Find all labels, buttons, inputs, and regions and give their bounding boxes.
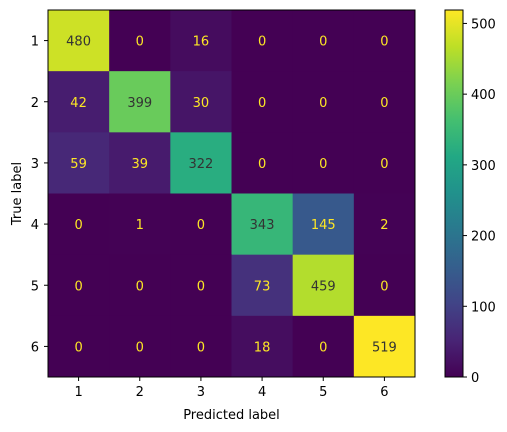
- y-axis: 1 2 3 4 5 6: [31, 35, 48, 355]
- cell-value: 0: [380, 96, 388, 111]
- heatmap-cell: [231, 10, 294, 72]
- cell-value: 343: [250, 218, 275, 233]
- heatmap-cell: [231, 193, 294, 256]
- cell-value: 2: [380, 218, 388, 233]
- cell-value: 18: [254, 340, 271, 355]
- cell-value: 0: [380, 157, 388, 172]
- cell-value: 1: [136, 218, 144, 233]
- cell-value: 73: [254, 279, 271, 294]
- heatmap-cell: [353, 71, 416, 133]
- colorbar: 0 100 200 300 400 500: [444, 9, 496, 386]
- y-tick-label: 4: [31, 218, 39, 233]
- heatmap-cell: [109, 193, 171, 256]
- cell-value: 0: [258, 96, 266, 111]
- colorbar-tick-label: 300: [471, 159, 496, 174]
- heatmap-cell: [231, 71, 294, 133]
- y-tick-label: 5: [31, 279, 39, 294]
- cell-value: 39: [131, 157, 148, 172]
- x-tick-label: 3: [197, 385, 205, 400]
- x-axis-label: Predicted label: [183, 408, 280, 423]
- cell-value: 0: [319, 340, 327, 355]
- cell-value: 0: [74, 218, 82, 233]
- cell-value: 30: [193, 96, 210, 111]
- heatmap-cell: [231, 254, 294, 317]
- x-axis: 1 2 3 4 5 6: [74, 377, 389, 400]
- heatmap-cell: [170, 10, 232, 72]
- heatmap-cell: [48, 10, 110, 72]
- heatmap-cell: [109, 254, 171, 317]
- cell-value: 0: [136, 35, 144, 50]
- cell-value: 0: [74, 340, 82, 355]
- colorbar-gradient: [444, 9, 464, 378]
- heatmap-cell: [170, 254, 232, 317]
- heatmap-cell: [292, 315, 355, 378]
- x-tick-label: 6: [380, 385, 388, 400]
- cell-value: 322: [189, 157, 214, 172]
- cell-value: 0: [197, 279, 205, 294]
- x-tick-label: 1: [74, 385, 82, 400]
- heatmap-cell: [353, 10, 416, 72]
- heatmap-cell: [353, 193, 416, 256]
- heatmap-cell: [231, 132, 294, 194]
- y-tick-label: 6: [31, 340, 39, 355]
- heatmap-cell: [48, 132, 110, 194]
- cell-value: 0: [319, 96, 327, 111]
- heatmap-cell: [170, 315, 232, 378]
- heatmap-cell: [48, 193, 110, 256]
- x-tick-label: 4: [258, 385, 266, 400]
- cell-value: 0: [380, 279, 388, 294]
- heatmap-cell: [353, 132, 416, 194]
- colorbar-tick-label: 200: [471, 230, 496, 245]
- cell-value: 0: [258, 157, 266, 172]
- cell-value: 459: [311, 279, 336, 294]
- heatmap-cells: 480 0 16 0 0 0 42 399 30 0 0 0 59 39 322 0 0 0 0 1 0 343 145 2 0…: [48, 10, 416, 378]
- cell-value: 0: [197, 218, 205, 233]
- cell-value: 399: [127, 96, 152, 111]
- heatmap-cell: [109, 132, 171, 194]
- cell-value: 0: [380, 35, 388, 50]
- heatmap-cell: [170, 193, 232, 256]
- heatmap-cell: [48, 254, 110, 317]
- heatmap-cell: [292, 254, 355, 317]
- cell-value: 0: [136, 279, 144, 294]
- heatmap-cell: [353, 254, 416, 317]
- cell-value: 0: [74, 279, 82, 294]
- heatmap-cell: [170, 132, 232, 194]
- y-tick-label: 3: [31, 157, 39, 172]
- colorbar-tick-label: 0: [471, 371, 479, 386]
- y-tick-label: 2: [31, 96, 39, 111]
- cell-value: 42: [70, 96, 87, 111]
- cell-value: 16: [193, 35, 210, 50]
- cell-value: 0: [319, 35, 327, 50]
- colorbar-tick-label: 100: [471, 300, 496, 315]
- cell-value: 0: [319, 157, 327, 172]
- heatmap-cell: [292, 193, 355, 256]
- heatmap-cell: [170, 71, 232, 133]
- heatmap-cell: [48, 315, 110, 378]
- x-tick-label: 5: [319, 385, 327, 400]
- heatmap-cell: [109, 71, 171, 133]
- heatmap-cell: [292, 132, 355, 194]
- y-tick-label: 1: [31, 35, 39, 50]
- cell-value: 519: [372, 340, 397, 355]
- cell-value: 0: [136, 340, 144, 355]
- heatmap-cell: [231, 315, 294, 378]
- heatmap-cell: [353, 315, 416, 378]
- heatmap-cell: [109, 315, 171, 378]
- cell-value: 0: [197, 340, 205, 355]
- y-axis-label: True label: [10, 162, 25, 226]
- cell-value: 480: [66, 35, 91, 50]
- heatmap-cell: [292, 71, 355, 133]
- colorbar-tick-label: 500: [471, 17, 496, 32]
- heatmap-cell: [292, 10, 355, 72]
- cell-value: 0: [258, 35, 266, 50]
- heatmap-cell: [48, 71, 110, 133]
- heatmap-cell: [109, 10, 171, 72]
- colorbar-tick-label: 400: [471, 88, 496, 103]
- cell-value: 59: [70, 157, 87, 172]
- cell-value: 145: [311, 218, 336, 233]
- plot-frame: [47, 9, 416, 378]
- x-tick-label: 2: [136, 385, 144, 400]
